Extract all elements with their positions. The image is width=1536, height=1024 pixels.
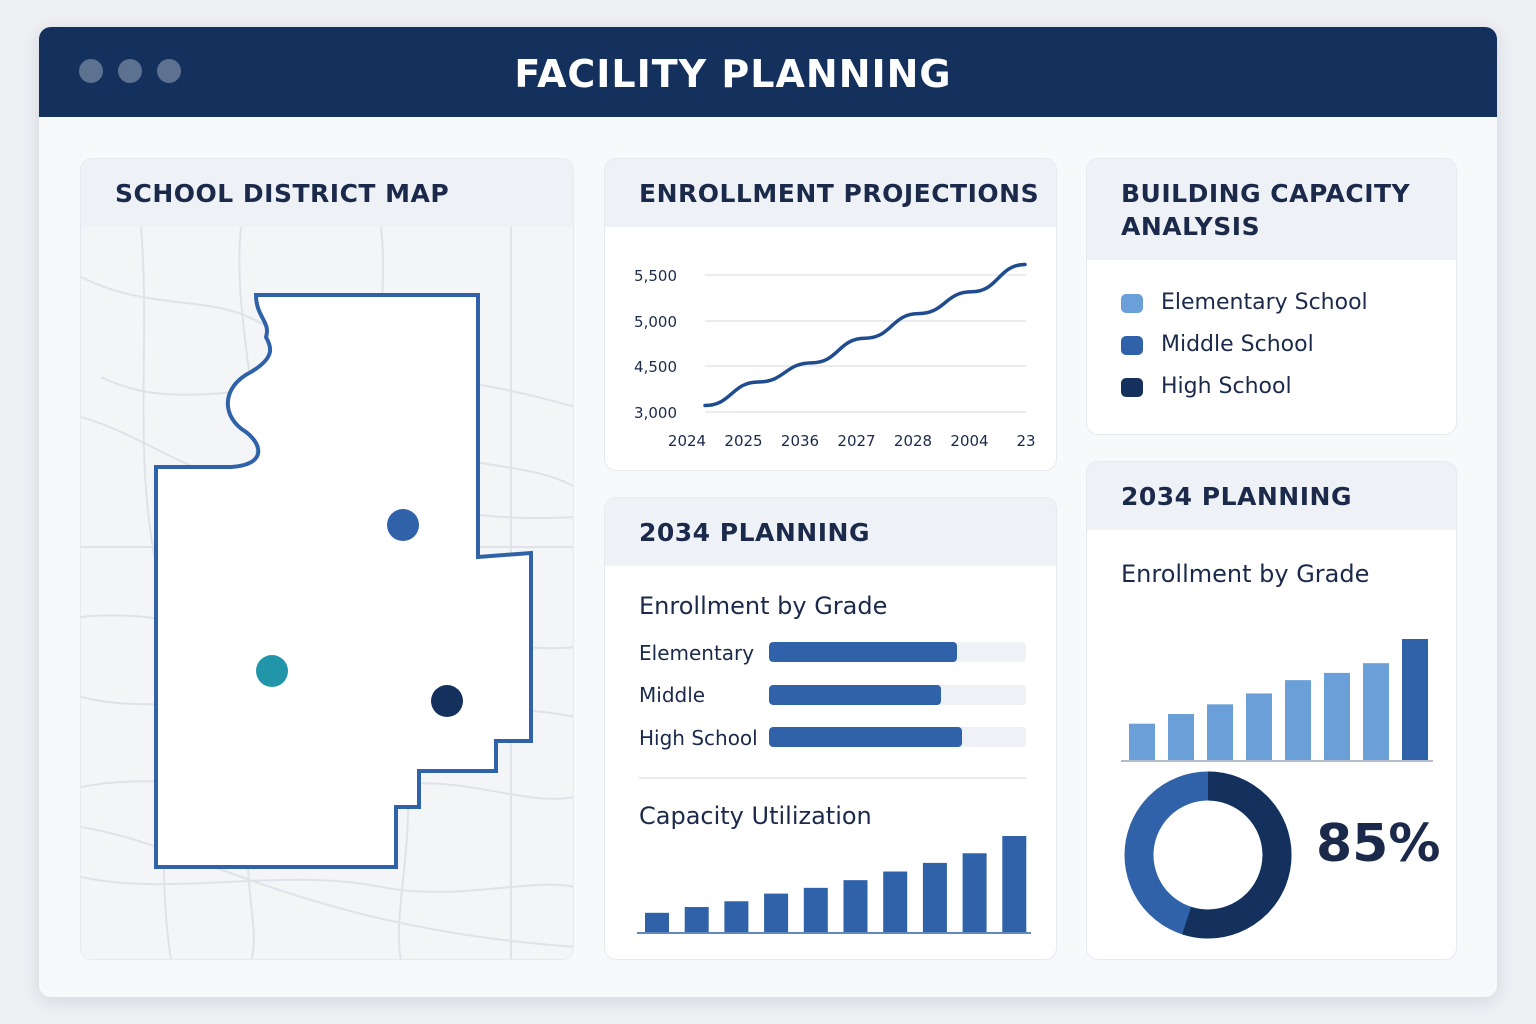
card-title: ENROLLMENT PROJECTIONS (639, 179, 1040, 208)
donut-segment (1124, 771, 1292, 939)
enrollment-series-line (703, 262, 1027, 408)
enrollment-by-grade-title: Enrollment by Grade (639, 592, 888, 620)
school-marker (387, 509, 419, 541)
capacity-utilization-chart[interactable] (605, 828, 1057, 960)
capacity-bar (724, 901, 749, 932)
y-tick-label: 4,500 (634, 358, 677, 376)
card-header: 2034 PLANNING (1087, 462, 1456, 530)
school-district-map-card: SCHOOL DISTRICT MAP (80, 158, 574, 960)
enrollment-line-chart[interactable]: 5,500 5,000 4,500 3,000 2024 2025 2036 2027 2028… (605, 227, 1057, 471)
capacity-bar (645, 912, 669, 932)
grade-bar (1324, 672, 1350, 760)
capacity-bar (883, 871, 908, 932)
building-capacity-card: BUILDING CAPACITY ANALYSIS Elementary Sc… (1086, 158, 1457, 435)
donut-percentage: 85% (1316, 814, 1441, 874)
app-window: FACILITY PLANNING SCHOOL DISTRICT MAP (39, 27, 1497, 997)
capacity-bar (962, 853, 987, 932)
card-title: 2034 PLANNING (1121, 482, 1352, 511)
grade-bar-high-school (769, 727, 1026, 747)
card-header: ENROLLMENT PROJECTIONS (605, 159, 1056, 227)
legend-swatch (1121, 378, 1143, 397)
card-title: SCHOOL DISTRICT MAP (115, 179, 450, 208)
capacity-bar (1002, 836, 1027, 932)
y-tick-label: 5,000 (634, 313, 677, 331)
x-tick-label: 2004 (950, 432, 988, 450)
legend-label: Middle School (1161, 332, 1314, 357)
x-tick-label: 2024 (668, 432, 706, 450)
x-tick-label: 2036 (781, 432, 819, 450)
grade-bar-middle (769, 685, 1026, 705)
capacity-bar (684, 907, 709, 932)
school-marker (431, 685, 463, 717)
card-header: BUILDING CAPACITY ANALYSIS (1087, 159, 1456, 260)
grade-bar-fill (769, 727, 962, 747)
card-title-line2: ANALYSIS (1121, 212, 1261, 241)
title-bar: FACILITY PLANNING (39, 27, 1497, 117)
planning-2034-card: 2034 PLANNING Enrollment by Grade Elemen… (604, 497, 1057, 960)
x-tick-label: 2027 (837, 432, 875, 450)
grade-bar (1246, 693, 1272, 760)
grade-bar (1129, 723, 1155, 760)
grade-bar (1402, 639, 1428, 760)
grade-label-high-school: High School (639, 726, 758, 750)
y-tick-label: 5,500 (634, 267, 677, 285)
x-tick-label: 23 (1016, 432, 1035, 450)
legend-swatch (1121, 336, 1143, 355)
capacity-donut-chart[interactable] (1123, 770, 1293, 940)
capacity-bar (922, 862, 947, 932)
enrollment-by-grade-chart[interactable] (1087, 602, 1457, 762)
grade-bar (1363, 663, 1389, 760)
x-tick-label: 2028 (894, 432, 932, 450)
x-tick-label: 2025 (724, 432, 762, 450)
grade-bar (1207, 704, 1233, 760)
grade-bar-elementary (769, 642, 1026, 662)
y-tick-label: 3,000 (634, 404, 677, 422)
card-header: SCHOOL DISTRICT MAP (81, 159, 573, 227)
window-maximize-dot[interactable] (157, 59, 181, 83)
district-boundary (154, 293, 533, 869)
capacity-bar (843, 880, 868, 932)
grade-bar-fill (769, 642, 957, 662)
grade-label-elementary: Elementary (639, 641, 755, 665)
app-title: FACILITY PLANNING (514, 52, 952, 96)
capacity-utilization-title: Capacity Utilization (639, 802, 872, 830)
grade-bar (1168, 714, 1194, 760)
card-title-line1: BUILDING CAPACITY (1121, 179, 1411, 208)
capacity-bar (803, 887, 828, 932)
card-title: 2034 PLANNING (639, 518, 870, 547)
window-minimize-dot[interactable] (118, 59, 142, 83)
enrollment-by-grade-title: Enrollment by Grade (1121, 560, 1370, 588)
legend-swatch (1121, 294, 1143, 313)
capacity-bar (764, 893, 789, 932)
card-header: 2034 PLANNING (605, 498, 1056, 566)
grade-bar (1285, 680, 1311, 760)
legend-label: High School (1161, 374, 1292, 399)
planning-2034-card-right: 2034 PLANNING Enrollment by Grade 85% (1086, 461, 1457, 960)
grade-label-middle: Middle (639, 683, 706, 707)
enrollment-projections-card: ENROLLMENT PROJECTIONS 5,500 5,000 4,500 3,… (604, 158, 1057, 471)
district-map[interactable] (81, 227, 574, 960)
divider (639, 777, 1026, 779)
window-close-dot[interactable] (79, 59, 103, 83)
legend-label: Elementary School (1161, 290, 1368, 315)
school-marker (256, 655, 288, 687)
grade-bar-fill (769, 685, 942, 705)
